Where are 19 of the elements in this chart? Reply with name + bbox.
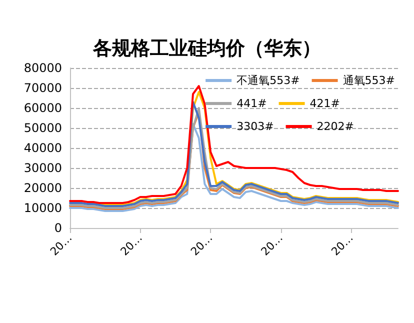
x-tick-label: 20… <box>188 231 216 258</box>
legend-label: 2202# <box>316 120 354 133</box>
y-tick-label: 50000 <box>24 121 62 135</box>
x-tick-label: 20… <box>258 231 286 258</box>
legend-label: 3303# <box>236 120 274 133</box>
legend-label: 441# <box>236 97 267 110</box>
x-tick-label: 20… <box>118 231 145 258</box>
legend-label: 不通氧553# <box>236 74 300 87</box>
legend-label: 通氧553# <box>342 74 396 87</box>
y-tick-label: 60000 <box>24 101 62 115</box>
y-tick-label: 70000 <box>24 81 62 95</box>
y-tick-label: 20000 <box>24 181 62 195</box>
legend-label: 421# <box>310 97 340 110</box>
y-tick-label: 10000 <box>24 201 62 215</box>
x-tick-label: 20… <box>328 231 356 258</box>
y-tick-label: 80000 <box>24 61 62 75</box>
chart-title: 各规格工业硅均价（华东） <box>92 38 321 60</box>
y-tick-label: 40000 <box>24 141 62 155</box>
y-tick-label: 30000 <box>24 161 62 175</box>
